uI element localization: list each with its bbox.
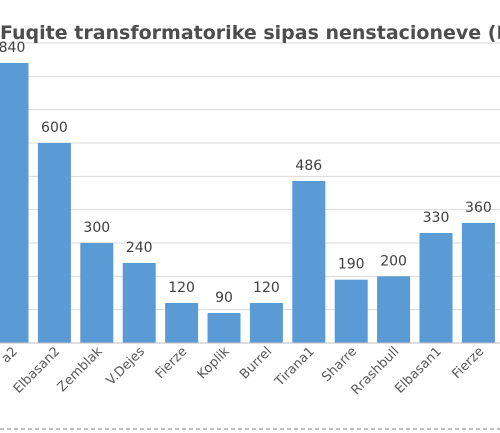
x-tick-label: Fierze (450, 344, 488, 382)
x-tick-label: Burrel (237, 344, 275, 382)
data-label: 600 (41, 120, 68, 136)
bar (80, 243, 114, 343)
bar (37, 143, 71, 343)
bar (165, 303, 199, 343)
bar (334, 279, 368, 343)
bar (292, 181, 326, 343)
data-label: 240 (126, 240, 153, 256)
bar (419, 233, 453, 343)
data-label: 200 (380, 253, 407, 269)
data-label: 330 (423, 210, 450, 226)
data-label: 190 (338, 257, 365, 273)
x-tick-label: V.Dejes (104, 344, 149, 389)
x-tick-label: Zemblak (55, 344, 106, 395)
x-tick-label: Elbasan2 (11, 344, 64, 397)
x-tick-label: Elbasan1 (392, 344, 445, 397)
bar (377, 276, 411, 343)
x-tick-label: Tirana1 (272, 344, 318, 390)
data-label: 840 (0, 40, 25, 56)
x-tick-label: Koplik (195, 344, 233, 382)
data-label: 120 (168, 280, 195, 296)
chart-title: Fuqite transformatorike sipas nenstacion… (0, 22, 500, 44)
bar (207, 313, 241, 343)
bar (0, 63, 29, 343)
x-tick-label: Sharre (319, 344, 360, 385)
bar (249, 303, 283, 343)
data-label: 300 (83, 220, 110, 236)
data-labels: 840 600 300 240 120 90 120 486 190 200 330 360 (0, 40, 492, 306)
data-label: 120 (253, 280, 280, 296)
x-tick-label: a2 (0, 344, 21, 366)
bar (122, 263, 156, 343)
x-tick-label: Fierze (153, 344, 191, 382)
data-label: 360 (465, 200, 492, 216)
bar (461, 223, 495, 343)
data-label: 486 (295, 158, 322, 174)
bars (0, 63, 495, 343)
data-label: 90 (215, 290, 233, 306)
